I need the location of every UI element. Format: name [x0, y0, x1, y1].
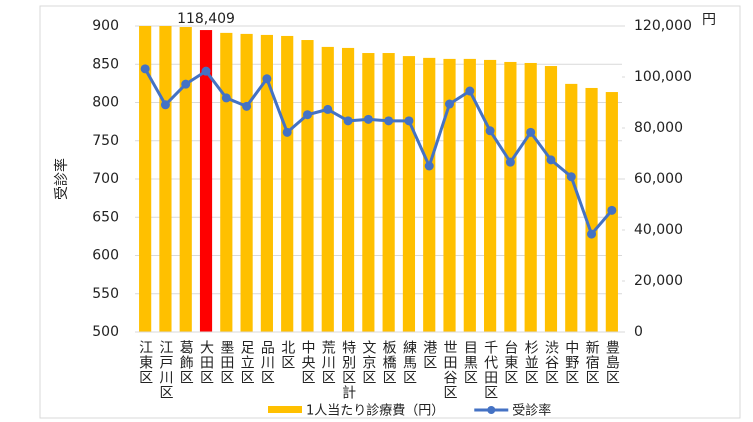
x-tick-label: 渋谷区	[543, 340, 559, 385]
bar	[463, 58, 476, 333]
bar	[321, 46, 334, 332]
legend-label: 受診率	[512, 403, 551, 419]
bar	[240, 33, 253, 332]
y-tick-label: 850	[92, 56, 119, 72]
bar	[484, 59, 497, 332]
bar	[565, 83, 578, 332]
marker	[566, 172, 576, 182]
marker	[546, 155, 556, 165]
x-tick-label: 豊島区	[604, 340, 620, 385]
x-tick-label: 文京区	[360, 340, 376, 385]
y-tick-label: 550	[92, 286, 119, 302]
y-tick-label: 900	[92, 18, 119, 34]
marker	[140, 64, 150, 74]
x-tick-label: 荒川区	[320, 340, 336, 385]
x-tick-label: 台東区	[502, 340, 518, 385]
legend-label: 1人当たり診療費（円）	[306, 403, 444, 419]
marker	[424, 161, 434, 171]
marker	[282, 127, 292, 137]
x-tick-label: 葛飾区	[178, 340, 194, 385]
x-tick-label: 足立区	[239, 340, 255, 385]
y2-tick-label: 120,000	[634, 18, 692, 34]
bar	[341, 47, 355, 333]
x-tick-label: 大田区	[198, 340, 214, 385]
y-tick-label: 750	[92, 133, 119, 149]
marker	[485, 126, 495, 136]
bar	[281, 35, 294, 332]
x-tick-label: 中野区	[563, 340, 579, 385]
bar	[382, 53, 395, 332]
y2-tick-label: 40,000	[634, 222, 683, 238]
x-tick-label: 新宿区	[584, 340, 600, 385]
bar	[362, 53, 375, 332]
y-tick-label: 800	[92, 95, 119, 111]
marker	[587, 229, 597, 239]
marker	[221, 93, 231, 103]
bar	[423, 57, 436, 332]
marker	[505, 157, 515, 167]
x-tick-label: 世田谷区	[442, 340, 458, 400]
bar	[139, 26, 152, 332]
y-tick-label: 500	[92, 324, 119, 340]
marker	[323, 104, 333, 114]
marker	[262, 74, 272, 84]
marker	[607, 205, 617, 215]
data-label: 118,409	[177, 11, 235, 27]
y2-tick-label: 60,000	[634, 171, 683, 187]
bar	[544, 66, 558, 332]
bar	[199, 30, 213, 333]
marker	[465, 86, 475, 96]
x-tick-label: 北区	[279, 340, 295, 370]
x-tick-label: 墨田区	[218, 340, 234, 385]
marker	[526, 127, 536, 137]
marker	[404, 116, 414, 126]
bar	[220, 32, 233, 332]
marker	[384, 116, 394, 126]
y-tick-label: 650	[92, 209, 119, 225]
bar	[159, 26, 172, 332]
x-tick-label: 千代田区	[482, 340, 498, 400]
chart-frame	[39, 5, 741, 419]
bar	[504, 61, 517, 332]
bar	[301, 40, 314, 333]
bar	[260, 34, 273, 333]
line	[143, 68, 613, 236]
bar	[585, 87, 598, 332]
x-tick-label: 江東区	[137, 340, 153, 385]
x-tick-label: 杉並区	[523, 340, 539, 385]
bar	[443, 58, 456, 333]
bar	[179, 27, 192, 333]
y2-tick-label: 0	[634, 324, 643, 340]
marker	[242, 101, 252, 111]
y-tick-label: 700	[92, 171, 119, 187]
y2-tick-label: 100,000	[634, 69, 692, 85]
marker	[302, 110, 312, 120]
legend-swatch	[268, 406, 302, 413]
y-tick-label: 600	[92, 248, 119, 264]
marker	[201, 66, 211, 76]
bar	[402, 56, 416, 333]
x-tick-label: 江戸川区	[157, 340, 173, 400]
x-tick-label: 港区	[421, 340, 437, 370]
marker	[363, 114, 373, 124]
y2-tick-label: 20,000	[634, 273, 683, 289]
legend-marker	[487, 406, 496, 414]
x-tick-label: 練馬区	[401, 340, 417, 385]
y2-unit: 円	[702, 12, 716, 28]
x-tick-label: 特別区計	[340, 340, 356, 400]
x-tick-label: 板橋区	[381, 340, 397, 385]
marker	[343, 116, 353, 126]
marker	[181, 79, 191, 89]
marker	[160, 100, 170, 110]
y2-tick-label: 80,000	[634, 120, 683, 136]
bar	[524, 62, 537, 332]
x-tick-label: 中央区	[299, 340, 315, 385]
marker	[445, 99, 455, 109]
y-axis-title: 受診率	[53, 158, 70, 200]
x-tick-label: 品川区	[259, 340, 275, 385]
x-tick-label: 目黒区	[462, 340, 478, 385]
